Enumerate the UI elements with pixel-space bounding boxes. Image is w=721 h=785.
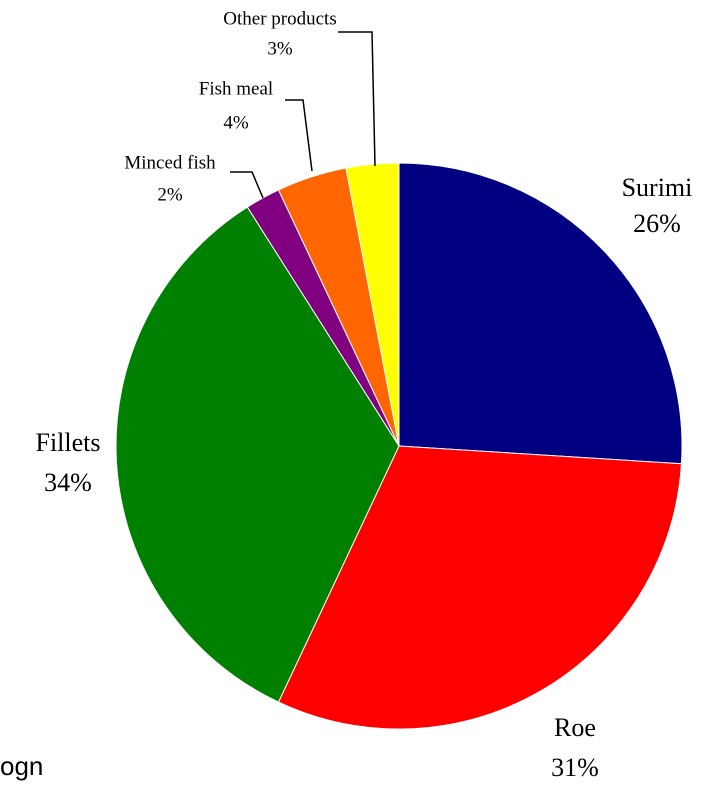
slice-value-label: 26%	[633, 209, 681, 238]
slice-value-label: 34%	[44, 468, 92, 497]
pie-slice	[345, 162, 400, 447]
slice-value-label: 4%	[223, 112, 249, 133]
pie-slice	[277, 445, 682, 730]
slice-value-label: 3%	[267, 38, 293, 59]
slice-label: Fish meal	[199, 78, 273, 99]
slice-label: Roe	[554, 713, 596, 742]
slice-label: Minced fish	[124, 152, 216, 173]
pie-slice	[115, 206, 400, 703]
slice-value-label: 31%	[551, 753, 599, 782]
leader-line	[230, 171, 264, 199]
leader-line	[338, 31, 376, 167]
leader-line	[285, 99, 313, 172]
pie-slice	[398, 162, 683, 465]
slice-label: Fillets	[35, 428, 100, 457]
slice-value-label: 2%	[157, 184, 183, 205]
slice-label: Surimi	[622, 173, 693, 202]
cut-off-text: ogn	[0, 751, 43, 781]
slice-label: Other products	[223, 8, 336, 29]
